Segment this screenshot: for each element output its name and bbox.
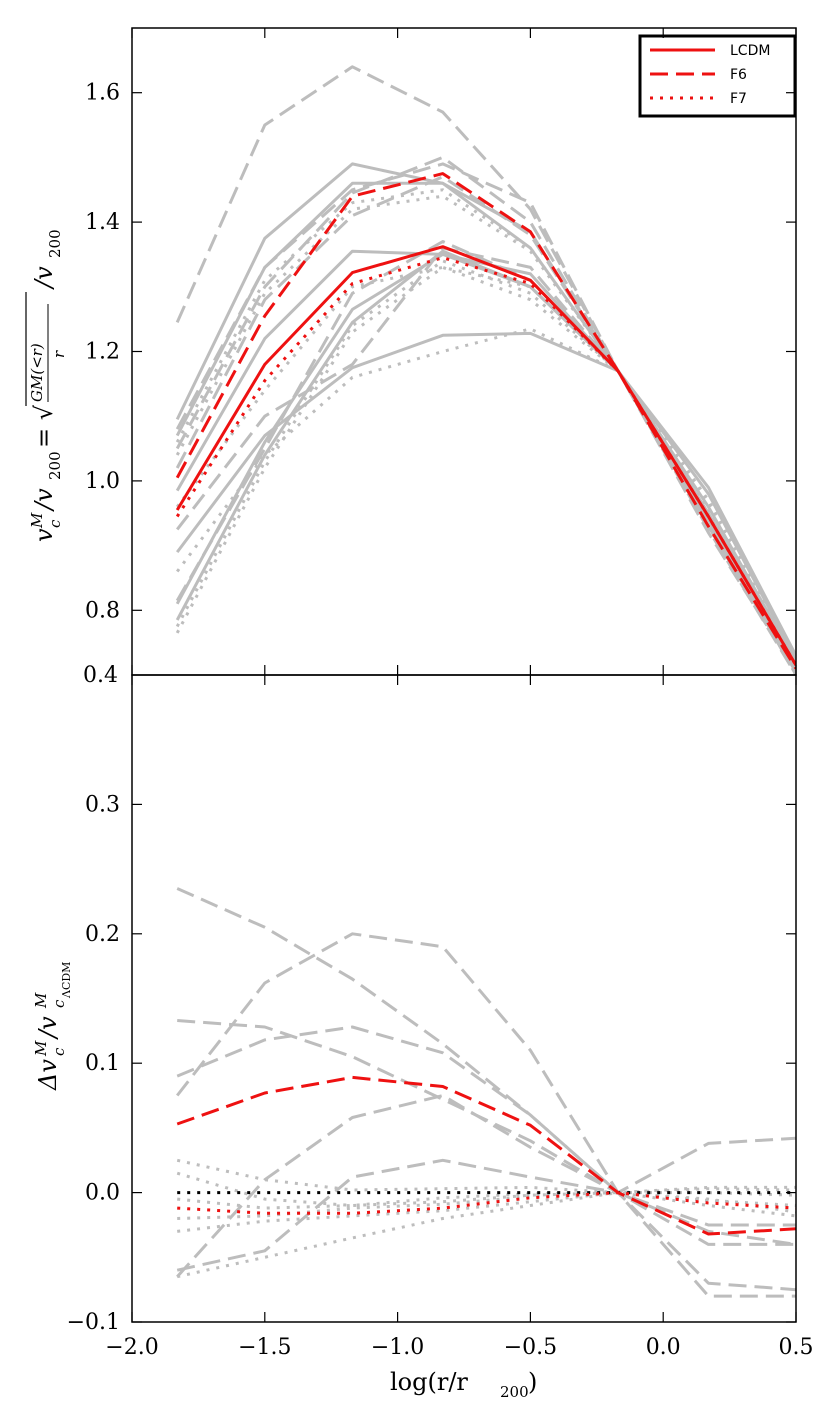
top-ylabel-frac-num: GM(<r) bbox=[28, 343, 46, 402]
bottom-ylabel-lhs: Δv bbox=[34, 1059, 62, 1091]
bottom-panel: −0.1 0.0 0.1 0.2 0.3 −2.0 −1.5 −1.0 −0.5 0.0 0.5 bbox=[67, 674, 814, 1360]
bottom-ytick-label: 0.2 bbox=[85, 922, 120, 947]
bottom-bg-series-5 bbox=[176, 1094, 796, 1278]
top-bg-series-7 bbox=[175, 162, 796, 673]
top-bg-series-13 bbox=[175, 194, 796, 663]
bottom-ylabel-sub: c bbox=[50, 1047, 68, 1056]
top-bg-series-15 bbox=[176, 327, 796, 667]
top-ytick-label: 1.6 bbox=[85, 81, 120, 106]
top-ytick-label: 1.0 bbox=[85, 469, 120, 494]
legend-label-f6: F6 bbox=[730, 67, 747, 83]
top-ylabel-sub: c bbox=[46, 519, 64, 528]
bottom-ylabel-sub2: c bbox=[50, 999, 68, 1008]
bottom-series-f6 bbox=[176, 1075, 796, 1236]
xtick-label: −1.5 bbox=[238, 1335, 291, 1360]
xlabel-pre: log(r/r bbox=[390, 1368, 468, 1396]
xlabel-sub: 200 bbox=[500, 1383, 529, 1401]
top-ticks: 0.8 1.0 1.2 1.4 1.6 bbox=[85, 28, 797, 675]
top-ylabel-lhs: v bbox=[30, 528, 58, 542]
top-ylabel-eq: = √ bbox=[30, 404, 58, 448]
top-series-f7 bbox=[175, 256, 796, 667]
top-ytick-label: 0.8 bbox=[85, 598, 120, 623]
top-ylabel-rhs: /v bbox=[30, 266, 58, 290]
legend: LCDM F6 F7 bbox=[638, 34, 797, 118]
legend-label-f7: F7 bbox=[730, 91, 747, 107]
bottom-bg-series-8 bbox=[177, 1187, 796, 1210]
bottom-ytick-label: −0.1 bbox=[67, 1310, 120, 1335]
xtick-label: −1.0 bbox=[371, 1335, 424, 1360]
bottom-ylabel-mid: /v bbox=[34, 1016, 62, 1040]
bottom-bg-series-2 bbox=[176, 1025, 796, 1292]
xtick-label: 0.5 bbox=[779, 1335, 814, 1360]
top-ylabel-rhs-sub: 200 bbox=[46, 229, 64, 258]
bottom-ticks: −0.1 0.0 0.1 0.2 0.3 −2.0 −1.5 −1.0 −0.5 0.0 0.5 bbox=[67, 675, 814, 1360]
top-ylabel-sub200: 200 bbox=[46, 451, 64, 480]
top-panel: LCDM F6 F7 0.8 1.0 1.2 1.4 1.6 0.4 bbox=[83, 27, 797, 688]
xtick-label: −0.5 bbox=[504, 1335, 557, 1360]
top-ylabel-sup: M bbox=[28, 512, 46, 529]
legend-frame bbox=[638, 34, 797, 118]
bottom-bg-series-7 bbox=[176, 1171, 796, 1218]
top-bg-series-1 bbox=[175, 181, 796, 660]
top-ytick-label: 1.4 bbox=[85, 210, 120, 235]
bottom-series-f7 bbox=[177, 1191, 796, 1215]
bottom-bg-series-6 bbox=[176, 1158, 796, 1195]
bottom-bg-series-3 bbox=[176, 932, 796, 1298]
xtick-label: 0.0 bbox=[646, 1335, 681, 1360]
top-series-lcdm bbox=[175, 245, 796, 667]
legend-label-lcdm: LCDM bbox=[730, 43, 770, 59]
top-bg-series-0 bbox=[175, 162, 796, 657]
bottom-ylabel-sup: M bbox=[32, 1040, 50, 1057]
top-ytick-label: 1.2 bbox=[85, 340, 120, 365]
bottom-bg-series-4 bbox=[176, 1136, 796, 1272]
xlabel-post: ) bbox=[528, 1368, 537, 1396]
top-ylabel-frac-den: r bbox=[50, 350, 68, 358]
bottom-ylabel-sup2: M bbox=[32, 992, 50, 1009]
xlabel: log(r/r 200 ) bbox=[390, 1368, 537, 1401]
xtick-label: −2.0 bbox=[105, 1335, 158, 1360]
bottom-bg-series-10 bbox=[177, 1191, 796, 1233]
bottom-bg-series-0 bbox=[176, 887, 796, 1246]
bottom-ytick-label: 0.0 bbox=[85, 1181, 120, 1206]
bottom-ylabel-sub3: ΛCDM bbox=[60, 962, 73, 999]
bottom-ylabel: Δv M c /v M c ΛCDM bbox=[32, 962, 73, 1091]
bottom-ytick-label: 0.3 bbox=[85, 792, 120, 817]
top-series-f6 bbox=[175, 172, 796, 670]
bottom-plot-frame bbox=[131, 674, 797, 1323]
bottom-ytick-label: 0.1 bbox=[85, 1051, 120, 1076]
top-bottom-tick-label: 0.4 bbox=[83, 663, 118, 688]
top-ylabel: v M c /v 200 = √ GM(<r) r /v 200 bbox=[25, 229, 68, 542]
top-series-group bbox=[175, 65, 796, 675]
bottom-series-group bbox=[176, 887, 796, 1298]
top-ylabel-mid: /v bbox=[30, 488, 58, 512]
